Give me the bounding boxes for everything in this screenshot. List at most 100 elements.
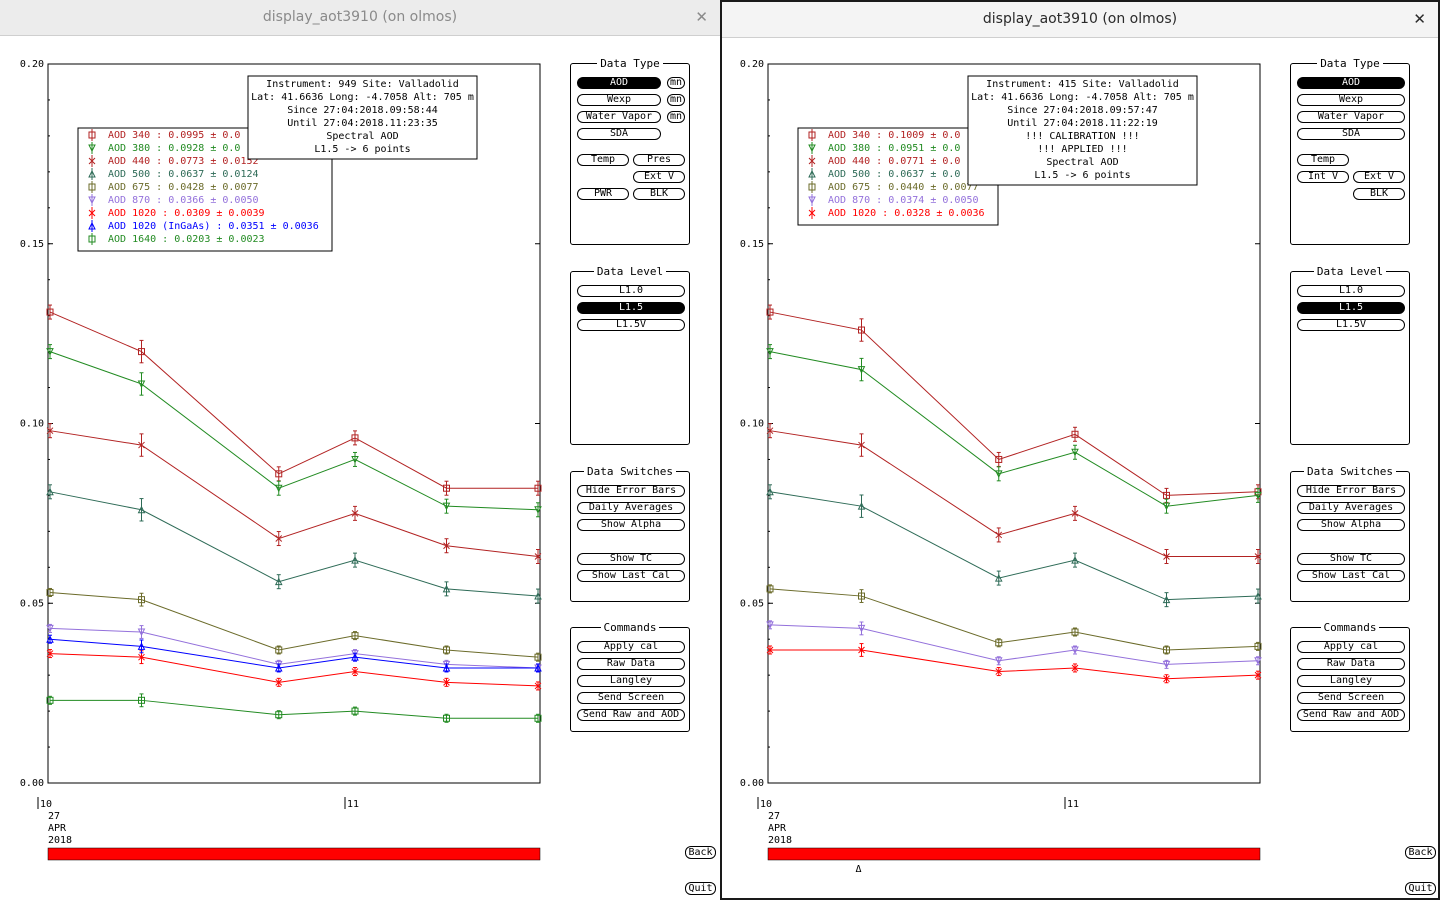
temp-button[interactable]: Temp xyxy=(1297,154,1349,166)
ext-v-button[interactable]: Ext V xyxy=(633,171,685,183)
data-point xyxy=(766,308,774,316)
level-l15-button[interactable]: L1.5 xyxy=(1297,302,1405,314)
data-point xyxy=(534,663,542,672)
close-icon[interactable]: ✕ xyxy=(1413,10,1426,28)
send-screen-button[interactable]: Send Screen xyxy=(577,692,685,704)
info-line: Lat: 41.6636 Long: -4.7058 Alt: 705 m xyxy=(971,92,1194,103)
level-l15v-button[interactable]: L1.5V xyxy=(1297,319,1405,331)
water-vapor-button[interactable]: Water Vapor xyxy=(577,111,661,123)
data-point xyxy=(138,696,145,704)
show-last-cal-button[interactable]: Show Last Cal xyxy=(1297,570,1405,582)
data-point xyxy=(534,682,542,690)
ext-v-button[interactable]: Ext V xyxy=(1353,171,1405,183)
data-type-panel: Data Type AOD Wexp Water Vapor SDA Temp … xyxy=(1290,57,1410,245)
y-tick-label: 0.20 xyxy=(20,59,44,70)
raw-data-button[interactable]: Raw Data xyxy=(1297,658,1405,670)
data-point xyxy=(766,348,774,356)
level-l15v-button[interactable]: L1.5V xyxy=(577,319,685,331)
back-button[interactable]: Back xyxy=(1405,846,1436,859)
data-point xyxy=(46,588,54,596)
time-marker: Δ xyxy=(856,864,862,875)
data-point xyxy=(351,455,359,464)
temp-button[interactable]: Temp xyxy=(577,154,629,166)
mn-button[interactable]: mn xyxy=(667,94,685,106)
back-button[interactable]: Back xyxy=(685,846,716,859)
date-label: APR xyxy=(768,823,787,834)
show-tc-button[interactable]: Show TC xyxy=(577,553,685,565)
mn-button[interactable]: mn xyxy=(667,111,685,123)
aod-button[interactable]: AOD xyxy=(577,77,661,89)
blk-button[interactable]: BLK xyxy=(1353,188,1405,200)
sda-button[interactable]: SDA xyxy=(1297,128,1405,140)
y-tick-label: 0.05 xyxy=(20,598,44,609)
send-raw-and-aod-button[interactable]: Send Raw and AOD xyxy=(577,709,685,721)
langley-button[interactable]: Langley xyxy=(1297,675,1405,687)
apply-cal-button[interactable]: Apply cal xyxy=(577,641,685,653)
close-icon[interactable]: ✕ xyxy=(695,8,708,26)
legend-label: AOD 340 : 0.0995 ± 0.0 xyxy=(108,130,240,141)
info-line: Instrument: 949 Site: Valladolid xyxy=(266,79,459,90)
panel-title: Commands xyxy=(600,621,660,634)
wexp-button[interactable]: Wexp xyxy=(1297,94,1405,106)
water-vapor-button[interactable]: Water Vapor xyxy=(1297,111,1405,123)
titlebar[interactable]: display_aot3910 (on olmos) ✕ xyxy=(722,2,1438,38)
data-point xyxy=(1071,646,1079,655)
legend-label: AOD 340 : 0.1009 ± 0.0 xyxy=(828,130,960,141)
pwr-button[interactable]: PWR xyxy=(577,188,629,200)
blk-button[interactable]: BLK xyxy=(633,188,685,200)
data-point xyxy=(995,639,1003,647)
level-l10-button[interactable]: L1.0 xyxy=(577,285,685,297)
info-line: Since 27:04:2018.09:57:47 xyxy=(1007,105,1158,116)
legend-label: AOD 1020 (InGaAs) : 0.0351 ± 0.0036 xyxy=(108,221,319,232)
data-point xyxy=(46,487,54,496)
aod-button[interactable]: AOD xyxy=(1297,77,1405,89)
hide-error-bars-button[interactable]: Hide Error Bars xyxy=(577,485,685,497)
apply-cal-button[interactable]: Apply cal xyxy=(1297,641,1405,653)
series-line xyxy=(49,591,539,658)
pres-button[interactable]: Pres xyxy=(633,154,685,166)
langley-button[interactable]: Langley xyxy=(577,675,685,687)
daily-averages-button[interactable]: Daily Averages xyxy=(577,502,685,514)
data-point xyxy=(138,348,145,356)
quit-button[interactable]: Quit xyxy=(1405,882,1436,895)
level-l15-button[interactable]: L1.5 xyxy=(577,302,685,314)
data-point xyxy=(1163,553,1170,560)
show-last-cal-button[interactable]: Show Last Cal xyxy=(577,570,685,582)
info-line: !!! CALIBRATION !!! xyxy=(1025,131,1139,142)
window-title: display_aot3910 (on olmos) xyxy=(262,9,458,25)
legend-label: AOD 440 : 0.0773 ± 0.0152 xyxy=(108,156,259,167)
int-v-button[interactable]: Int V xyxy=(1297,171,1349,183)
legend-label: AOD 870 : 0.0374 ± 0.0050 xyxy=(828,195,979,206)
send-raw-and-aod-button[interactable]: Send Raw and AOD xyxy=(1297,709,1405,721)
data-point xyxy=(1071,628,1079,636)
quit-button[interactable]: Quit xyxy=(685,882,716,895)
send-screen-button[interactable]: Send Screen xyxy=(1297,692,1405,704)
data-point xyxy=(1254,553,1262,560)
level-l10-button[interactable]: L1.0 xyxy=(1297,285,1405,297)
info-line: Instrument: 415 Site: Valladolid xyxy=(986,79,1179,90)
show-alpha-button[interactable]: Show Alpha xyxy=(1297,519,1405,531)
data-point xyxy=(1254,657,1262,665)
raw-data-button[interactable]: Raw Data xyxy=(577,658,685,670)
data-point xyxy=(1071,664,1079,672)
wexp-button[interactable]: Wexp xyxy=(577,94,661,106)
data-level-panel: Data Level L1.0 L1.5 L1.5V xyxy=(570,265,690,445)
data-point xyxy=(766,585,774,593)
legend-label: AOD 870 : 0.0366 ± 0.0050 xyxy=(108,195,259,206)
sda-button[interactable]: SDA xyxy=(577,128,661,140)
x-tick-label: 11 xyxy=(347,799,359,810)
show-alpha-button[interactable]: Show Alpha xyxy=(577,519,685,531)
legend-label: AOD 380 : 0.0928 ± 0.0 xyxy=(108,143,240,154)
data-point xyxy=(534,591,542,600)
y-tick-label: 0.10 xyxy=(20,419,44,430)
data-point xyxy=(46,635,54,643)
titlebar[interactable]: display_aot3910 (on olmos) ✕ xyxy=(0,0,720,36)
data-point xyxy=(994,657,1003,665)
daily-averages-button[interactable]: Daily Averages xyxy=(1297,502,1405,514)
show-tc-button[interactable]: Show TC xyxy=(1297,553,1405,565)
data-point xyxy=(351,653,359,661)
data-point xyxy=(443,678,450,686)
hide-error-bars-button[interactable]: Hide Error Bars xyxy=(1297,485,1405,497)
mn-button[interactable]: mn xyxy=(667,77,685,89)
series-line xyxy=(769,351,1259,507)
